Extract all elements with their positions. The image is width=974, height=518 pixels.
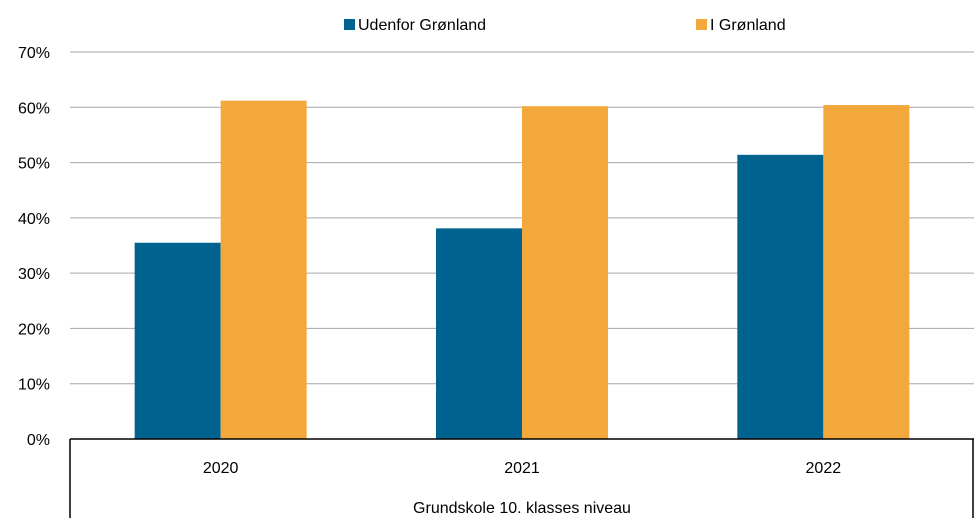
bar-2022-series-2: [823, 105, 910, 440]
x-tick-label: 2021: [504, 460, 540, 477]
y-tick-label: 10%: [18, 377, 50, 394]
x-tick-label: 2022: [806, 460, 842, 477]
bar-2022-series-1: [737, 154, 824, 439]
x-tick-labels: 2020 2021 2022: [203, 460, 841, 477]
y-tick-label: 40%: [18, 211, 50, 228]
bar-2020-series-2: [220, 100, 307, 439]
category-group-label: Grundskole 10. klasses niveau: [413, 500, 631, 517]
legend-label: I Grønland: [710, 17, 786, 34]
y-tick-labels: 0% 10% 20% 30% 40% 50% 60% 70%: [18, 45, 50, 449]
bars: [134, 100, 910, 440]
x-tick-label: 2020: [203, 460, 239, 477]
y-tick-label: 50%: [18, 156, 50, 173]
y-tick-label: 30%: [18, 266, 50, 283]
bar-2021-series-2: [522, 106, 608, 440]
legend-label: Udenfor Grønland: [358, 17, 486, 34]
bar-2020-series-1: [134, 242, 221, 439]
legend-swatch: [344, 19, 355, 30]
legend-swatch: [696, 19, 707, 30]
axes: [69, 438, 974, 518]
y-tick-label: 0%: [27, 432, 50, 449]
y-tick-label: 70%: [18, 45, 50, 62]
y-tick-label: 60%: [18, 100, 50, 117]
y-tick-label: 20%: [18, 321, 50, 338]
bar-2021-series-1: [436, 228, 522, 439]
legend: Udenfor Grønland I Grønland: [344, 17, 786, 34]
